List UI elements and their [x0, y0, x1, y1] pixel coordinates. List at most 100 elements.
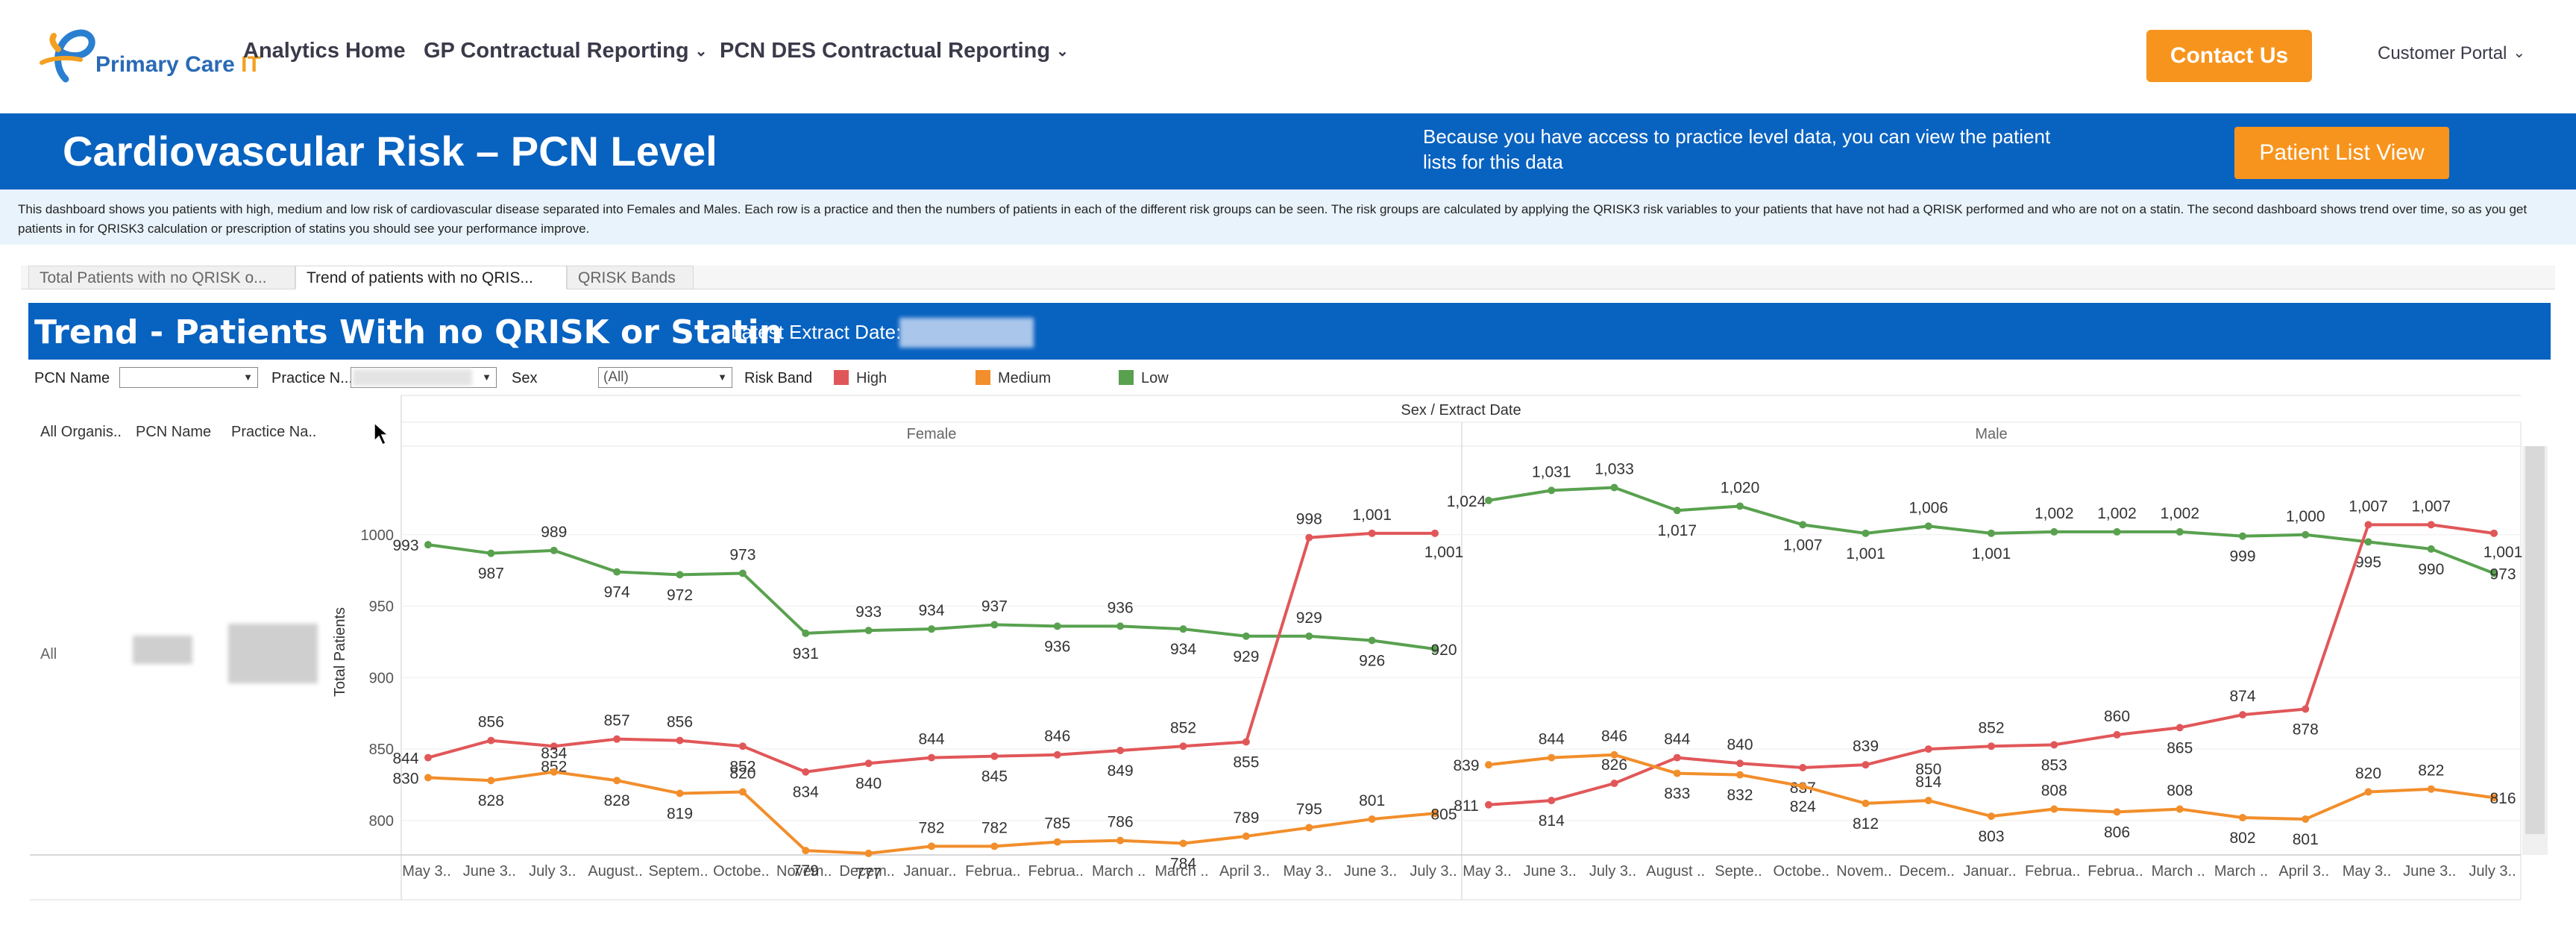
dashboard-header: Trend - Patients With no QRISK or Statin… — [28, 303, 2551, 360]
data-point-high — [1179, 742, 1187, 750]
data-label-medium: 808 — [2041, 783, 2067, 800]
data-point-high — [738, 742, 747, 750]
legend-swatch-high[interactable] — [834, 370, 849, 385]
tab-qrisk-bands[interactable]: QRISK Bands — [567, 266, 694, 289]
data-point-low — [487, 549, 495, 557]
nav-gp-contractual-reporting[interactable]: GP Contractual Reporting ⌄ — [424, 39, 708, 63]
data-label-low: 1,002 — [2097, 505, 2137, 522]
data-point-high — [1053, 750, 1061, 759]
header-practice-name[interactable]: Practice Na.. — [231, 424, 317, 440]
data-label-high: 998 — [1296, 511, 1322, 528]
redacted-practice-name — [228, 624, 318, 683]
dropdown-arrow-icon: ▼ — [243, 372, 253, 383]
data-point-medium — [1485, 761, 1492, 769]
header-pcn-name[interactable]: PCN Name — [136, 424, 212, 440]
data-label-high: 840 — [1727, 736, 1753, 753]
legend-swatch-low[interactable] — [1119, 370, 1134, 385]
pcn-name-select[interactable]: ▼ — [119, 367, 258, 388]
data-point-low — [802, 629, 810, 637]
data-label-low: 973 — [729, 546, 755, 563]
patient-list-view-button[interactable]: Patient List View — [2234, 127, 2449, 179]
x-tick-label: April 3.. — [2278, 863, 2329, 880]
nav-analytics-home[interactable]: Analytics Home — [243, 39, 406, 63]
data-point-high — [1862, 761, 1870, 769]
x-tick-label: Februa.. — [1028, 863, 1084, 880]
data-label-medium: 819 — [667, 805, 693, 822]
data-point-high — [1799, 763, 1807, 771]
practice-name-select[interactable]: ▼ — [351, 367, 497, 388]
row-label-all: All — [40, 646, 57, 662]
data-label-high: 852 — [541, 758, 567, 775]
data-label-low: 1,020 — [1721, 479, 1760, 496]
x-tick-label: Octobe.. — [713, 863, 770, 880]
x-tick-label: July 3.. — [1410, 863, 1457, 880]
data-point-medium — [2364, 788, 2372, 796]
x-tick-label: May 3.. — [1283, 863, 1332, 880]
data-label-medium: 832 — [1727, 787, 1753, 804]
contact-us-button[interactable]: Contact Us — [2146, 30, 2312, 82]
data-label-high: 865 — [2167, 739, 2193, 756]
y-tick-label: 800 — [369, 813, 394, 830]
x-tick-label: Novem.. — [1836, 863, 1891, 880]
primary-care-it-logo[interactable]: Primary Care IT — [36, 27, 261, 87]
data-point-low — [1988, 529, 1995, 537]
data-point-high — [1673, 753, 1681, 762]
data-point-low — [1242, 632, 1250, 640]
data-point-high — [990, 752, 999, 760]
sex-select[interactable]: (All) ▼ — [598, 367, 732, 388]
legend-swatch-medium[interactable] — [976, 370, 990, 385]
nav-customer-portal[interactable]: Customer Portal ⌄ — [2378, 43, 2526, 63]
data-point-high — [1116, 747, 1125, 754]
data-point-high — [1242, 738, 1250, 746]
data-point-high — [2302, 705, 2310, 713]
data-label-high: 844 — [392, 750, 418, 768]
data-label-medium: 779 — [793, 862, 819, 880]
risk-band-label: Risk Band — [744, 370, 813, 386]
data-point-high — [864, 759, 873, 768]
data-point-low — [676, 571, 684, 579]
data-label-high: 814 — [1539, 812, 1565, 830]
data-label-low: 989 — [541, 524, 567, 541]
data-point-medium — [550, 768, 558, 776]
legend-label-medium[interactable]: Medium — [998, 370, 1052, 386]
data-label-low: 1,007 — [1783, 536, 1823, 554]
tab-total-patients[interactable]: Total Patients with no QRISK o... — [28, 266, 295, 289]
data-point-low — [2490, 569, 2498, 577]
data-label-medium: 820 — [2355, 765, 2381, 783]
chevron-down-icon: ⌄ — [1056, 43, 1069, 60]
data-label-low: 1,031 — [1532, 463, 1571, 480]
legend-label-high[interactable]: High — [856, 370, 888, 386]
data-point-medium — [2490, 794, 2498, 802]
data-label-high: 856 — [478, 714, 504, 731]
x-tick-label: Februa.. — [2025, 863, 2080, 880]
sex-label: Sex — [512, 370, 538, 386]
header-all-organisations[interactable]: All Organis.. — [40, 424, 122, 440]
data-label-high: 811 — [1454, 797, 1478, 815]
data-label-medium: 786 — [1108, 814, 1134, 831]
legend-label-low[interactable]: Low — [1141, 370, 1169, 386]
data-label-low: 933 — [855, 604, 882, 621]
x-tick-label: July 3.. — [1589, 863, 1636, 880]
data-label-medium: 806 — [2104, 824, 2130, 841]
data-point-high — [2176, 724, 2184, 732]
tab-trend[interactable]: Trend of patients with no QRIS... — [295, 266, 567, 289]
data-label-low: 973 — [2489, 565, 2516, 583]
y-tick-label: 1000 — [361, 527, 395, 544]
data-label-low: 1,000 — [2286, 508, 2325, 525]
data-label-medium: 830 — [392, 770, 418, 787]
data-point-medium — [1799, 782, 1807, 790]
data-label-medium: 828 — [604, 792, 630, 809]
data-label-medium: 777 — [855, 865, 882, 883]
data-point-low — [2113, 527, 2121, 536]
nav-pcn-des-contractual-reporting[interactable]: PCN DES Contractual Reporting ⌄ — [720, 39, 1069, 63]
data-point-medium — [1924, 797, 1932, 805]
data-label-low: 974 — [604, 584, 630, 601]
data-label-medium: 803 — [1978, 828, 2004, 845]
data-point-medium — [2176, 805, 2184, 813]
y-tick-label: 900 — [369, 670, 394, 686]
dropdown-arrow-icon: ▼ — [717, 372, 727, 383]
x-tick-label: July 3.. — [529, 863, 576, 880]
x-tick-label: March .. — [1092, 863, 1146, 880]
data-label-low: 995 — [2355, 554, 2381, 571]
data-point-medium — [1053, 838, 1061, 846]
